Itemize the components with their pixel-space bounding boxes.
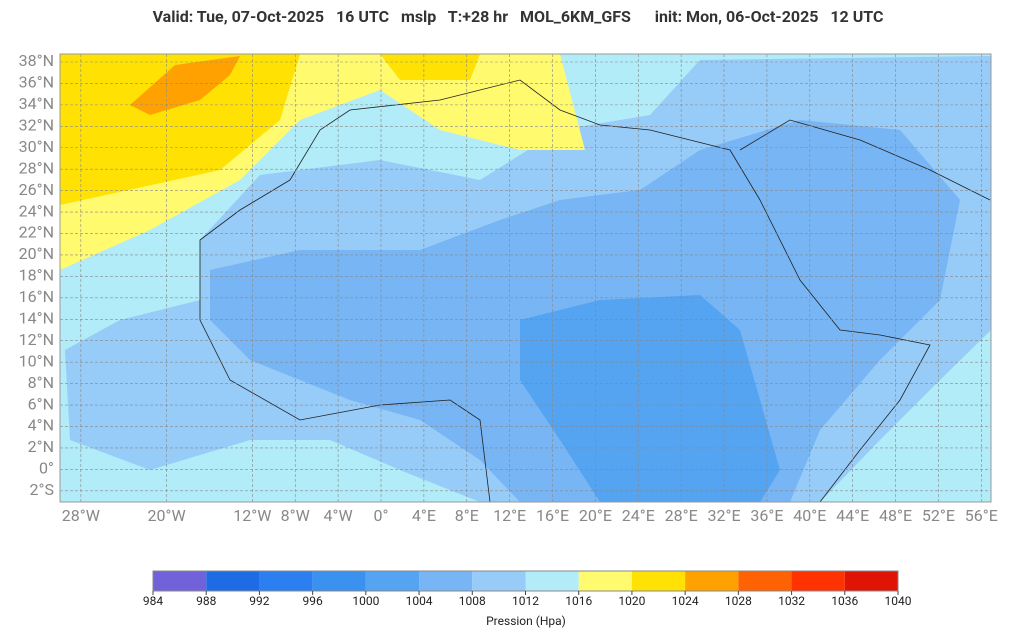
lat-label: 16°N [19, 287, 54, 306]
colorbar-tick-label: 1020 [618, 594, 645, 608]
lon-label: 12°W [233, 506, 271, 525]
lon-label: 36°E [750, 506, 783, 525]
colorbar-swatch [738, 571, 792, 591]
lat-label: 14°N [19, 308, 54, 327]
colorbar-tick-label: 1016 [565, 594, 592, 608]
colorbar-tick-label: 1024 [672, 594, 699, 608]
lon-label: 20°E [579, 506, 612, 525]
lat-label: 24°N [19, 201, 54, 220]
colorbar-swatch [578, 571, 632, 591]
lon-label: 56°E [965, 506, 998, 525]
lat-label: 6°N [28, 394, 54, 413]
colorbar-tick-label: 984 [143, 594, 163, 608]
lon-label: 28°E [665, 506, 698, 525]
lon-label: 52°E [922, 506, 955, 525]
lat-label: 34°N [19, 94, 54, 113]
lat-label: 30°N [19, 137, 54, 156]
lat-label: 8°N [28, 373, 54, 392]
colorbar-swatch [153, 571, 207, 591]
coastline [199, 79, 991, 502]
title: Valid: Tue, 07-Oct-2025 16 UTC mslp T:+2… [153, 7, 884, 26]
lat-label: 18°N [19, 266, 54, 285]
colorbar-tick-label: 1028 [725, 594, 752, 608]
lat-label: 38°N [19, 51, 54, 70]
lon-label: 4°W [324, 506, 353, 525]
colorbar-swatch [525, 571, 579, 591]
colorbar-tick-label: 1032 [778, 594, 805, 608]
pressure-field [60, 54, 991, 502]
lat-label: 26°N [19, 180, 54, 199]
lat-label: 32°N [19, 116, 54, 135]
colorbar-tick-label: 1000 [352, 594, 379, 608]
colorbar-swatch [206, 571, 260, 591]
colorbar-label: Pression (Hpa) [486, 614, 566, 628]
lat-label: 20°N [19, 244, 54, 263]
colorbar-tick-label: 1040 [885, 594, 912, 608]
colorbar-swatch [791, 571, 845, 591]
lat-label: 10°N [19, 351, 54, 370]
lon-label: 12°E [493, 506, 526, 525]
lon-label: 24°E [622, 506, 655, 525]
colorbar-swatch [259, 571, 313, 591]
lon-label: 0° [374, 506, 389, 525]
colorbar-tick-label: 1004 [406, 594, 433, 608]
colorbar-tick-label: 996 [303, 594, 323, 608]
colorbar-tick-label: 992 [249, 594, 269, 608]
colorbar-swatch [685, 571, 739, 591]
lon-label: 4°E [412, 506, 436, 525]
colorbar-swatch [844, 571, 898, 591]
colorbar-swatch [472, 571, 526, 591]
lon-label: 8°E [455, 506, 479, 525]
lon-label: 32°E [708, 506, 741, 525]
lon-label: 8°W [281, 506, 310, 525]
lat-label: 36°N [19, 73, 54, 92]
lat-label: 12°N [19, 330, 54, 349]
lon-label: 48°E [879, 506, 912, 525]
lon-label: 40°E [793, 506, 826, 525]
lon-label: 28°W [62, 506, 100, 525]
lat-label: 4°N [28, 416, 54, 435]
colorbar-tick-label: 1036 [831, 594, 858, 608]
colorbar-swatch [365, 571, 420, 591]
colorbar-swatch [631, 571, 686, 591]
lat-label: 22°N [19, 223, 54, 242]
lat-label: 28°N [19, 158, 54, 177]
colorbar-swatch [312, 571, 366, 591]
lat-label: 2°N [28, 437, 54, 456]
lat-label: 0° [39, 459, 54, 478]
lat-label: 2°S [30, 480, 54, 499]
colorbar-tick-label: 988 [196, 594, 216, 608]
lon-label: 20°W [148, 506, 186, 525]
colorbar-swatch [419, 571, 473, 591]
colorbar-tick-label: 1008 [459, 594, 486, 608]
lon-label: 16°E [536, 506, 569, 525]
lon-label: 44°E [836, 506, 869, 525]
colorbar-tick-label: 1012 [512, 594, 539, 608]
map-frame [59, 53, 992, 503]
